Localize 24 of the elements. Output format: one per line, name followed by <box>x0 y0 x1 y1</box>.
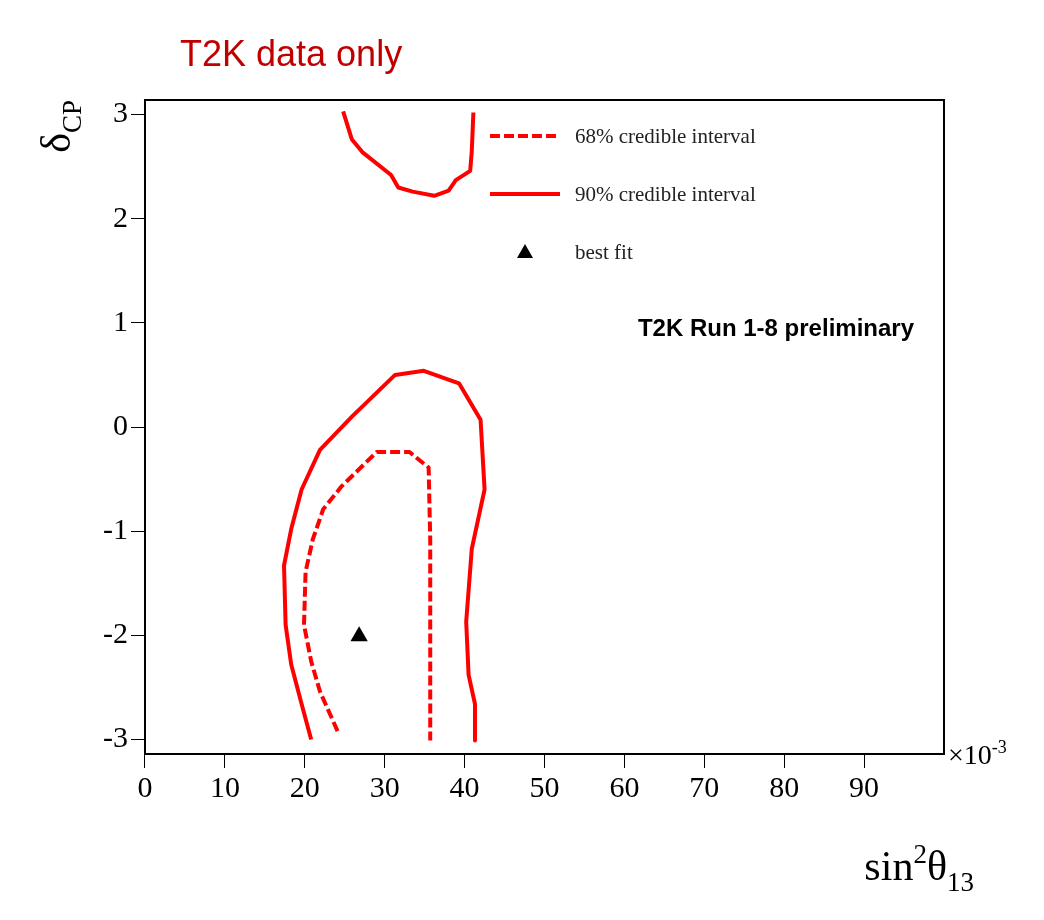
x-tick-label: 20 <box>289 769 320 803</box>
y-axis-title: δCP <box>33 99 87 153</box>
y-tick-label: -2 <box>102 616 128 650</box>
y-tick-label: 1 <box>112 303 128 337</box>
y-tick-label: 3 <box>112 95 128 129</box>
y-tick-label: -1 <box>102 512 128 546</box>
y-tick-label: 0 <box>112 407 128 441</box>
legend-label: 68% credible interval <box>574 124 756 148</box>
annotation: T2K Run 1-8 preliminary <box>637 314 915 341</box>
x-tick-label: 10 <box>209 769 240 803</box>
x-tick-label: 50 <box>529 769 560 803</box>
x-tick-label: 0 <box>137 769 153 803</box>
y-tick-label: -3 <box>102 720 128 754</box>
x-tick-label: 80 <box>769 769 800 803</box>
x-tick-label: 60 <box>609 769 640 803</box>
y-tick-label: 2 <box>112 199 128 233</box>
x-tick-label: 90 <box>849 769 880 803</box>
x-tick-label: 30 <box>369 769 400 803</box>
legend-label: 90% credible interval <box>574 182 756 206</box>
x-tick-label: 40 <box>449 769 480 803</box>
legend-label: best fit <box>574 240 633 264</box>
chart-title: T2K data only <box>179 33 403 74</box>
line-series <box>301 449 433 743</box>
x-tick-label: 70 <box>689 769 720 803</box>
